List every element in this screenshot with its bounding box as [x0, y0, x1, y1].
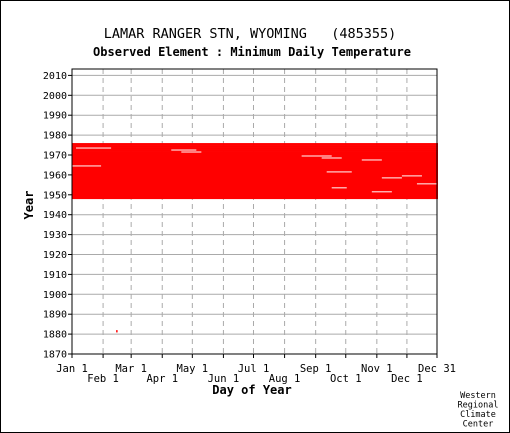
grid-lines — [72, 69, 437, 354]
y-axis: 2010 2000 1990 1980 1970 1960 1950 1940 1930 1920… — [43, 71, 72, 361]
y-tick-label: 1970 — [43, 151, 67, 162]
y-tick-label: 1990 — [43, 111, 67, 122]
y-tick-label: 1870 — [43, 350, 67, 361]
x-tick-label-upper: Dec 31 — [418, 363, 456, 375]
x-tick-label-upper: Nov 1 — [361, 363, 393, 375]
x-tick-label-upper: Jul 1 — [238, 363, 270, 375]
y-tick-label: 1890 — [43, 310, 67, 321]
y-tick-label: 1950 — [43, 190, 67, 201]
y-tick-label: 2000 — [43, 91, 67, 102]
data-gap-1959 — [401, 175, 422, 177]
data-gap-1951 — [371, 191, 392, 193]
data-gap-1967 — [361, 159, 382, 161]
data-row-1964 — [72, 164, 438, 168]
x-tick-label-lower: Jun 1 — [208, 373, 240, 385]
plot-frame — [71, 68, 438, 355]
data-row-1951 — [72, 190, 438, 194]
data-row-1967 — [72, 158, 438, 162]
data-row-1950 — [72, 192, 438, 196]
data-gap-1972 — [171, 149, 197, 151]
data-gap-1968 — [321, 157, 342, 159]
x-tick-label-lower: Dec 1 — [391, 373, 423, 385]
data-row-1969 — [72, 155, 438, 158]
data-row-1974 — [72, 145, 438, 148]
credit-line: Regional — [458, 401, 499, 411]
data-gap-1955 — [416, 183, 437, 185]
x-tick-label-lower: Aug 1 — [269, 373, 301, 385]
credit-line: Climate — [460, 410, 496, 420]
data-row-1970 — [72, 153, 438, 156]
data-row-1971 — [72, 151, 438, 154]
chart-title: LAMAR RANGER STN, WYOMING (485355) — [104, 26, 397, 42]
credit-line: Western — [460, 391, 496, 401]
y-tick-label: 2010 — [43, 71, 67, 82]
data-row-1954 — [72, 184, 438, 188]
y-tick-label: 1980 — [43, 131, 67, 142]
y-axis-label: Year — [22, 191, 36, 220]
x-tick-label-upper: Mar 1 — [115, 363, 147, 375]
x-tick-label-upper: Sep 1 — [300, 363, 332, 375]
data-gap-1961 — [326, 171, 352, 173]
data-row-1952 — [72, 188, 438, 192]
data-gap-1953 — [331, 187, 347, 189]
y-tick-label: 1920 — [43, 250, 67, 261]
data-row-1949 — [72, 194, 438, 198]
x-axis: Jan 1 Mar 1 May 1 Jul 1 Sep 1 Nov 1 Dec 31 Feb … — [56, 354, 456, 385]
credit-line: Center — [463, 420, 494, 430]
x-tick-label-lower: Feb 1 — [87, 373, 119, 385]
data-row-1959 — [72, 174, 438, 178]
data-row-1948 — [72, 196, 438, 200]
data-gap-1969 — [301, 155, 332, 157]
data-gap-1958 — [381, 177, 402, 179]
y-tick-label: 1960 — [43, 170, 67, 181]
data-row-1957 — [72, 178, 438, 182]
data-row-1881 — [116, 330, 118, 333]
data-row-1961 — [72, 170, 438, 174]
x-tick-label-upper: May 1 — [177, 363, 209, 375]
x-axis-label: Day of Year — [212, 383, 291, 397]
data-row-1966 — [72, 160, 438, 164]
data-row-1956 — [72, 180, 438, 184]
y-tick-label: 1940 — [43, 210, 67, 221]
data-gap-1973 — [76, 147, 112, 149]
data-row-1962 — [72, 168, 438, 172]
data-gap-1964 — [72, 165, 102, 167]
y-tick-label: 1930 — [43, 230, 67, 241]
data-row-1975 — [72, 143, 438, 146]
y-tick-label: 1900 — [43, 290, 67, 301]
data-row-1958 — [72, 176, 438, 180]
x-tick-label-upper: Jan 1 — [56, 363, 88, 375]
data-row-1972 — [72, 149, 438, 152]
data-row-1953 — [72, 186, 438, 190]
y-tick-label: 1910 — [43, 270, 67, 281]
data-row-1955 — [72, 182, 438, 186]
data-row-1968 — [72, 156, 438, 160]
x-tick-label-lower: Apr 1 — [146, 373, 178, 385]
data-row-1960 — [72, 172, 438, 176]
chart-subtitle: Observed Element : Minimum Daily Tempera… — [93, 45, 411, 59]
data-row-1973 — [72, 147, 438, 150]
data-row-1965 — [72, 162, 438, 166]
x-tick-label-lower: Oct 1 — [330, 373, 362, 385]
data-gap-1971 — [181, 151, 202, 153]
data-marks — [72, 143, 438, 333]
data-row-1963 — [72, 166, 438, 170]
y-tick-label: 1880 — [43, 330, 67, 341]
